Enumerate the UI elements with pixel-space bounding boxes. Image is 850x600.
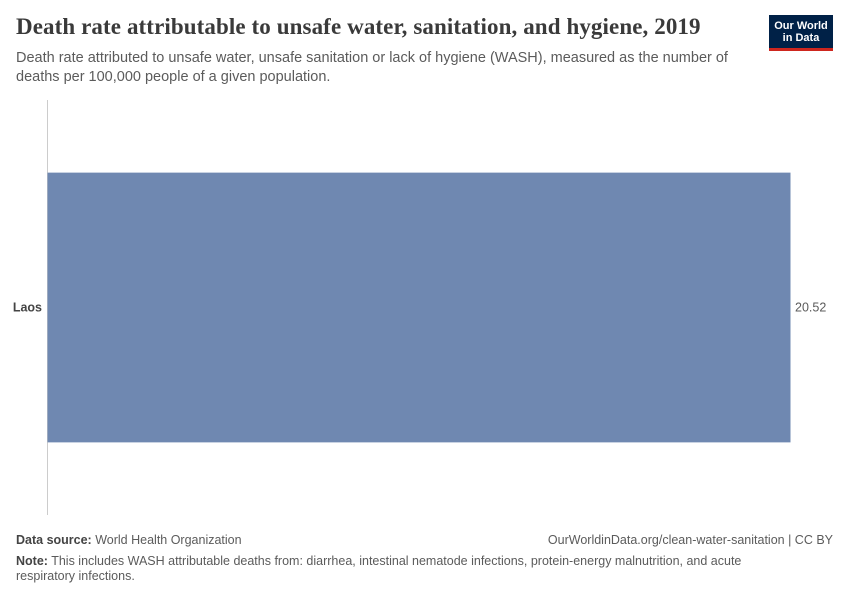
category-label: Laos — [13, 301, 42, 315]
owid-logo[interactable]: Our World in Data — [769, 15, 833, 51]
chart-title: Death rate attributable to unsafe water,… — [16, 14, 701, 39]
data-source: Data source: World Health Organization — [16, 533, 242, 547]
data-source-label: Data source: — [16, 533, 92, 547]
footnote: Note: This includes WASH attributable de… — [16, 554, 796, 584]
footnote-text: This includes WASH attributable deaths f… — [16, 554, 742, 583]
source-url[interactable]: OurWorldinData.org/clean-water-sanitatio… — [547, 533, 833, 547]
bar-laos[interactable] — [47, 172, 791, 443]
footnote-label: Note: — [16, 554, 48, 568]
value-label: 20.52 — [795, 301, 826, 315]
bar-chart: Laos 20.52 — [13, 100, 826, 515]
logo-line-2: in Data — [782, 32, 820, 44]
logo-line-1: Our World — [774, 20, 828, 32]
bars-group: Laos 20.52 — [13, 172, 826, 443]
data-source-value[interactable]: World Health Organization — [95, 533, 242, 547]
chart-subtitle: Death rate attributed to unsafe water, u… — [16, 50, 728, 85]
